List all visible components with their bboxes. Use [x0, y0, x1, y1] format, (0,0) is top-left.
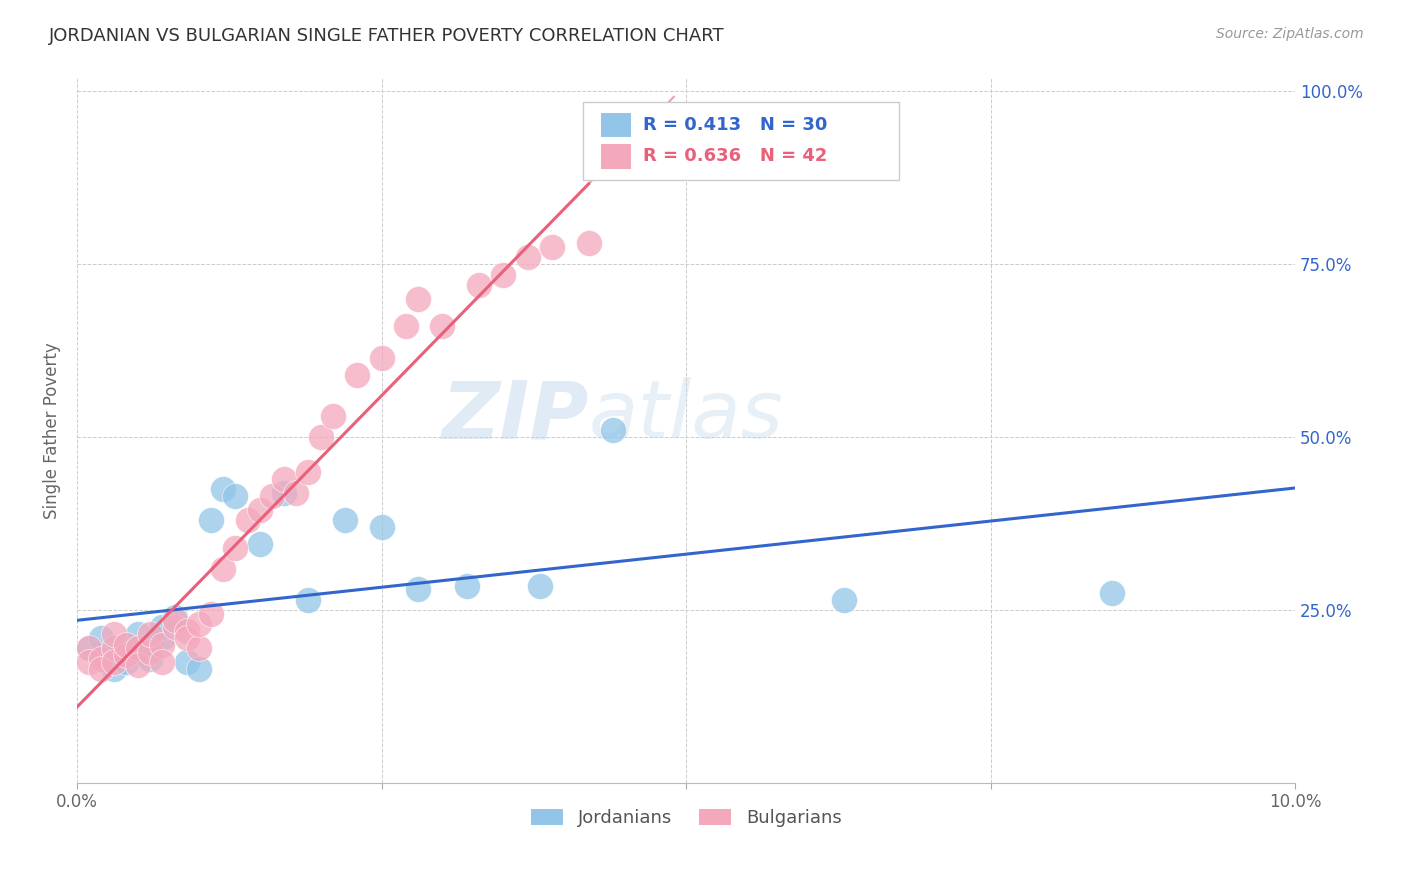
Point [77, 641, 100, 656]
Point [578, 236, 600, 251]
Point [516, 250, 538, 264]
Y-axis label: Single Father Poverty: Single Father Poverty [44, 342, 60, 518]
Legend: Jordanians, Bulgarians: Jordanians, Bulgarians [523, 801, 849, 834]
Point [90, 648, 112, 662]
Point [114, 655, 136, 669]
Point [150, 620, 173, 634]
Point [260, 489, 283, 503]
Point [212, 561, 235, 575]
Point [139, 638, 162, 652]
Point [456, 579, 478, 593]
Point [176, 624, 198, 638]
Point [187, 641, 209, 656]
Point [163, 610, 186, 624]
Point [297, 592, 319, 607]
Text: R = 0.413   N = 30: R = 0.413 N = 30 [644, 116, 828, 134]
Point [127, 627, 149, 641]
Point [77, 655, 100, 669]
Point [176, 631, 198, 645]
Point [139, 627, 162, 641]
Point [406, 292, 429, 306]
Point [139, 651, 162, 665]
Point [103, 641, 125, 656]
Point [114, 638, 136, 652]
Point [297, 465, 319, 479]
Point [541, 240, 564, 254]
Point [77, 641, 100, 656]
Bar [600, 145, 631, 169]
Point [370, 351, 392, 365]
Point [187, 662, 209, 676]
Point [406, 582, 429, 597]
Point [432, 319, 454, 334]
Point [90, 631, 112, 645]
Point [224, 489, 246, 503]
Point [285, 485, 308, 500]
Point [176, 655, 198, 669]
Point [139, 645, 162, 659]
Point [273, 472, 295, 486]
Point [90, 662, 112, 676]
Point [114, 638, 136, 652]
Point [103, 641, 125, 656]
Point [309, 430, 332, 444]
Point [322, 409, 344, 424]
Point [103, 627, 125, 641]
Point [236, 513, 259, 527]
Point [333, 513, 356, 527]
Bar [600, 112, 631, 137]
Point [249, 537, 271, 551]
Point [150, 631, 173, 645]
Point [127, 645, 149, 659]
Point [224, 541, 246, 555]
Point [529, 579, 551, 593]
FancyBboxPatch shape [582, 103, 900, 180]
Text: R = 0.636   N = 42: R = 0.636 N = 42 [644, 147, 828, 166]
Text: ZIP: ZIP [441, 377, 589, 455]
Point [163, 620, 186, 634]
Point [150, 655, 173, 669]
Point [273, 485, 295, 500]
Point [395, 319, 418, 334]
Point [834, 592, 856, 607]
Point [150, 638, 173, 652]
Point [249, 503, 271, 517]
Point [163, 614, 186, 628]
Point [200, 513, 222, 527]
Point [212, 482, 235, 496]
Point [127, 658, 149, 673]
Point [492, 268, 515, 282]
Text: Source: ZipAtlas.com: Source: ZipAtlas.com [1216, 27, 1364, 41]
Point [90, 651, 112, 665]
Text: atlas: atlas [589, 377, 783, 455]
Point [602, 423, 624, 437]
Text: JORDANIAN VS BULGARIAN SINGLE FATHER POVERTY CORRELATION CHART: JORDANIAN VS BULGARIAN SINGLE FATHER POV… [49, 27, 725, 45]
Point [103, 662, 125, 676]
Point [200, 607, 222, 621]
Point [346, 368, 368, 382]
Point [370, 520, 392, 534]
Point [127, 641, 149, 656]
Point [103, 655, 125, 669]
Point [1101, 586, 1123, 600]
Point [187, 616, 209, 631]
Point [114, 648, 136, 662]
Point [468, 277, 491, 292]
